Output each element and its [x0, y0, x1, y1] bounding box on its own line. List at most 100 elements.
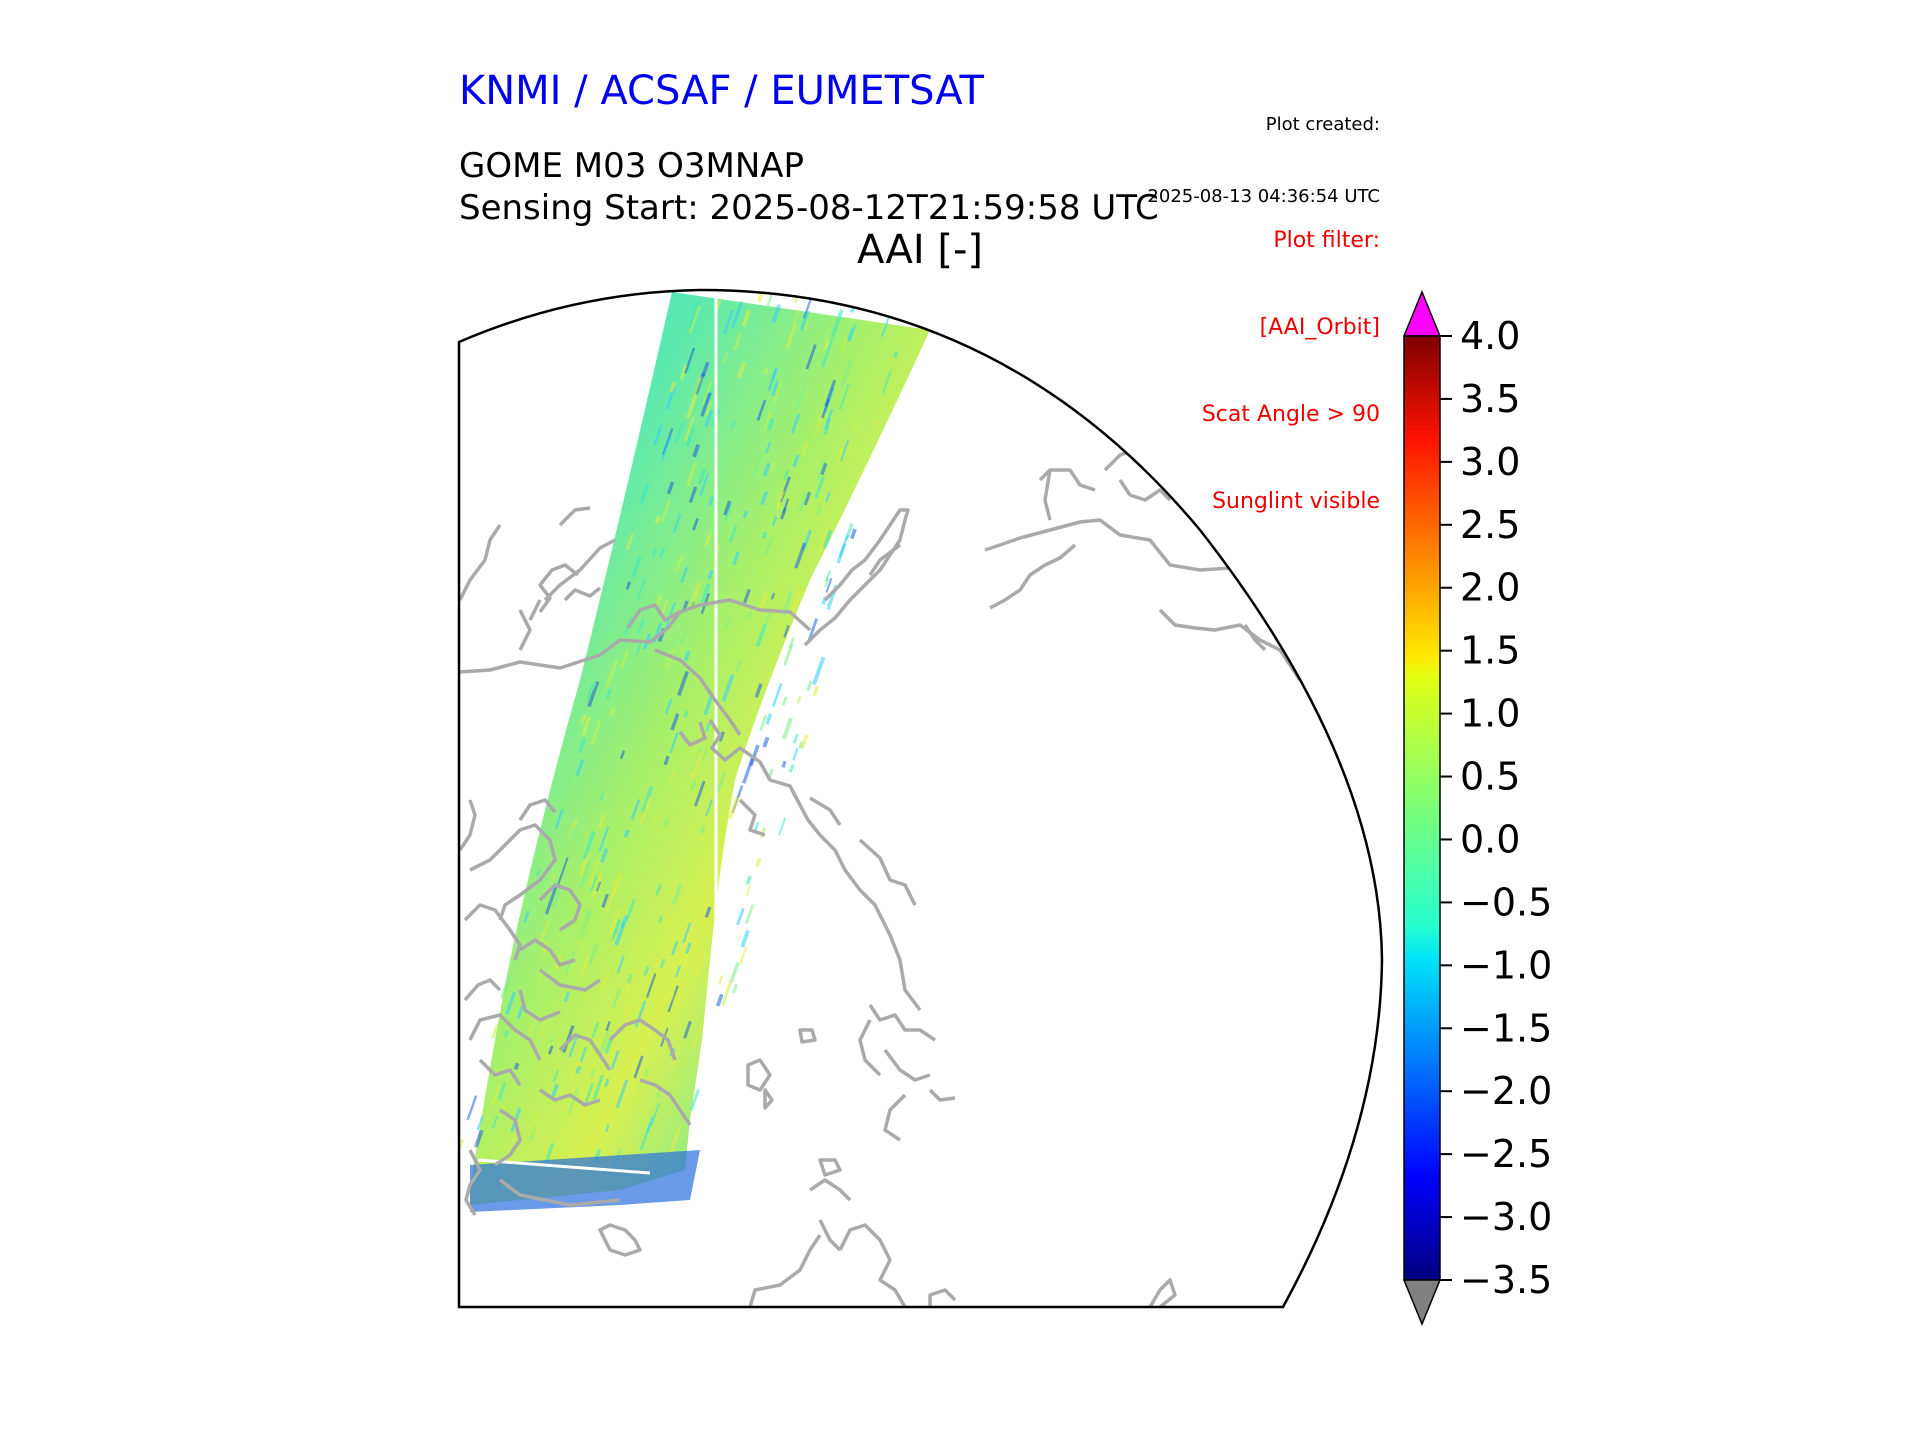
swath-pixel-streak: [844, 439, 854, 456]
swath-pixel-streak: [783, 624, 790, 638]
swath-pixel-streak: [639, 482, 650, 504]
swath-pixel-streak: [679, 363, 689, 380]
swath-pixel-streak: [649, 1102, 661, 1127]
swath-pixel-streak: [707, 569, 714, 580]
swath-pixel-streak: [663, 817, 670, 828]
swath-pixel-streak: [692, 444, 701, 458]
swath-pixel-streak: [669, 770, 676, 782]
swath-pixel-streak: [643, 1068, 649, 1078]
swath-pixel-streak: [585, 683, 595, 702]
swath-pixel-streak: [634, 935, 644, 955]
swath-pixel-streak: [609, 708, 616, 716]
swath-pixel-streak: [764, 536, 774, 556]
plot-filter-line: Sunglint visible: [1212, 489, 1380, 514]
swath-pixel-streak: [637, 618, 645, 634]
swath-pixel-streak: [660, 499, 671, 524]
swath-pixel-streak: [578, 852, 591, 877]
swath-pixel-streak: [762, 736, 770, 748]
swath-pixel-streak: [661, 600, 669, 614]
swath-pixel-streak: [591, 873, 603, 898]
swath-pixel-streak: [797, 490, 809, 512]
swath-pixel-streak: [677, 950, 685, 967]
swath-pixel-streak: [845, 523, 854, 540]
swath-pixel-streak: [501, 1099, 508, 1111]
swath-pixel-streak: [820, 462, 828, 476]
missing-scanline: [477, 1158, 651, 1175]
swath-pixel-streak: [742, 510, 749, 519]
swath-pixel-streak: [730, 420, 736, 430]
swath-pixel-streak: [623, 829, 630, 838]
colorbar-tick-label: 1.5: [1460, 629, 1520, 673]
swath-pixel-streak: [669, 1126, 682, 1153]
swath-pixel-streak: [605, 1124, 610, 1133]
organisation-title: KNMI / ACSAF / EUMETSAT: [459, 68, 984, 114]
swath-pixel-streak: [846, 328, 854, 342]
swath-pixel-streak: [625, 533, 634, 551]
swath-pixel-streak: [763, 410, 773, 432]
swath-pixel-streak: [762, 462, 771, 477]
swath-pixel-streak: [694, 780, 706, 807]
swath-pixel-streak: [708, 496, 715, 507]
swath-pixel-streak: [796, 695, 802, 704]
swath-pixel-streak: [689, 1088, 701, 1111]
swath-pixel-streak: [563, 992, 570, 1003]
swath-pixel-streak: [583, 1066, 591, 1079]
swath-pixel-streak: [771, 368, 778, 380]
swath-pixel-streak: [491, 1083, 501, 1107]
swath-pixel-streak: [581, 716, 592, 736]
swath-pixel-streak: [717, 821, 729, 844]
swath-pixel-streak: [549, 1036, 554, 1044]
swath-pixel-streak: [805, 344, 817, 370]
swath-pixel-streak: [794, 385, 806, 411]
swath-pixel-streak: [583, 1082, 594, 1107]
swath-pixel-streak: [745, 885, 752, 896]
swath-pixel-streak: [792, 309, 800, 326]
swath-pixel-streak: [824, 379, 837, 407]
swath-pixel-streak: [814, 476, 825, 499]
swath-pixel-streak: [577, 737, 587, 754]
colorbar-tick-label: −2.5: [1460, 1132, 1552, 1176]
map-content: [444, 290, 1302, 1307]
swath-pixel-streak: [600, 847, 609, 864]
colorbar-tick-label: −1.5: [1460, 1006, 1552, 1050]
swath-pixel-streak: [598, 826, 610, 852]
swath-pixel-streak: [783, 470, 789, 480]
swath-pixel-streak: [839, 336, 849, 354]
swath-pixel-streak: [731, 301, 744, 329]
swath-pixel-streak: [723, 500, 732, 516]
swath-pixel-streak: [656, 1089, 662, 1098]
swath-pixel-streak: [715, 993, 724, 1007]
swath-pixel-streak: [536, 869, 541, 877]
colorbar-tick-label: 0.5: [1460, 755, 1520, 799]
swath-pixel-streak: [823, 339, 830, 351]
swath-pixel-streak: [539, 919, 550, 944]
swath-pixel-streak: [685, 392, 699, 419]
swath-pixel-streak: [670, 940, 679, 956]
swath-pixel-streak: [756, 399, 767, 421]
product-name: GOME M03 O3MNAP: [459, 146, 805, 186]
swath-pixel-streak: [590, 719, 602, 747]
swath-pixel-streak: [665, 915, 673, 929]
map-frame: [457, 288, 1384, 1309]
swath-pixel-streak: [739, 946, 748, 965]
swath-pixel-streak: [658, 915, 663, 924]
swath-pixel-streak: [574, 1065, 582, 1075]
swath-pixel-streak: [630, 799, 641, 820]
swath-pixel-streak: [666, 481, 675, 495]
swath-pixel-streak: [740, 929, 750, 948]
swath-pixel-streak: [578, 859, 592, 889]
swath-pixel-streak: [704, 409, 714, 428]
swath-pixel-streak: [591, 1021, 600, 1039]
swath-pixel-streak: [612, 918, 622, 935]
swath-pixel-streak: [669, 381, 677, 393]
plot-filter-line: Plot filter:: [1273, 228, 1380, 253]
swath-pixel-streak: [675, 553, 684, 573]
swath-pixel-streak: [809, 509, 816, 522]
colorbar-tick-label: −1.0: [1460, 943, 1552, 987]
swath-pixel-streak: [755, 857, 762, 867]
swath-pixel-streak: [702, 380, 713, 406]
swath-pixel-streak: [654, 515, 661, 525]
swath-pixel-streak: [569, 1062, 579, 1081]
swath-pixel-streak: [444, 1172, 446, 1179]
swath-pixel-streak: [838, 384, 850, 411]
